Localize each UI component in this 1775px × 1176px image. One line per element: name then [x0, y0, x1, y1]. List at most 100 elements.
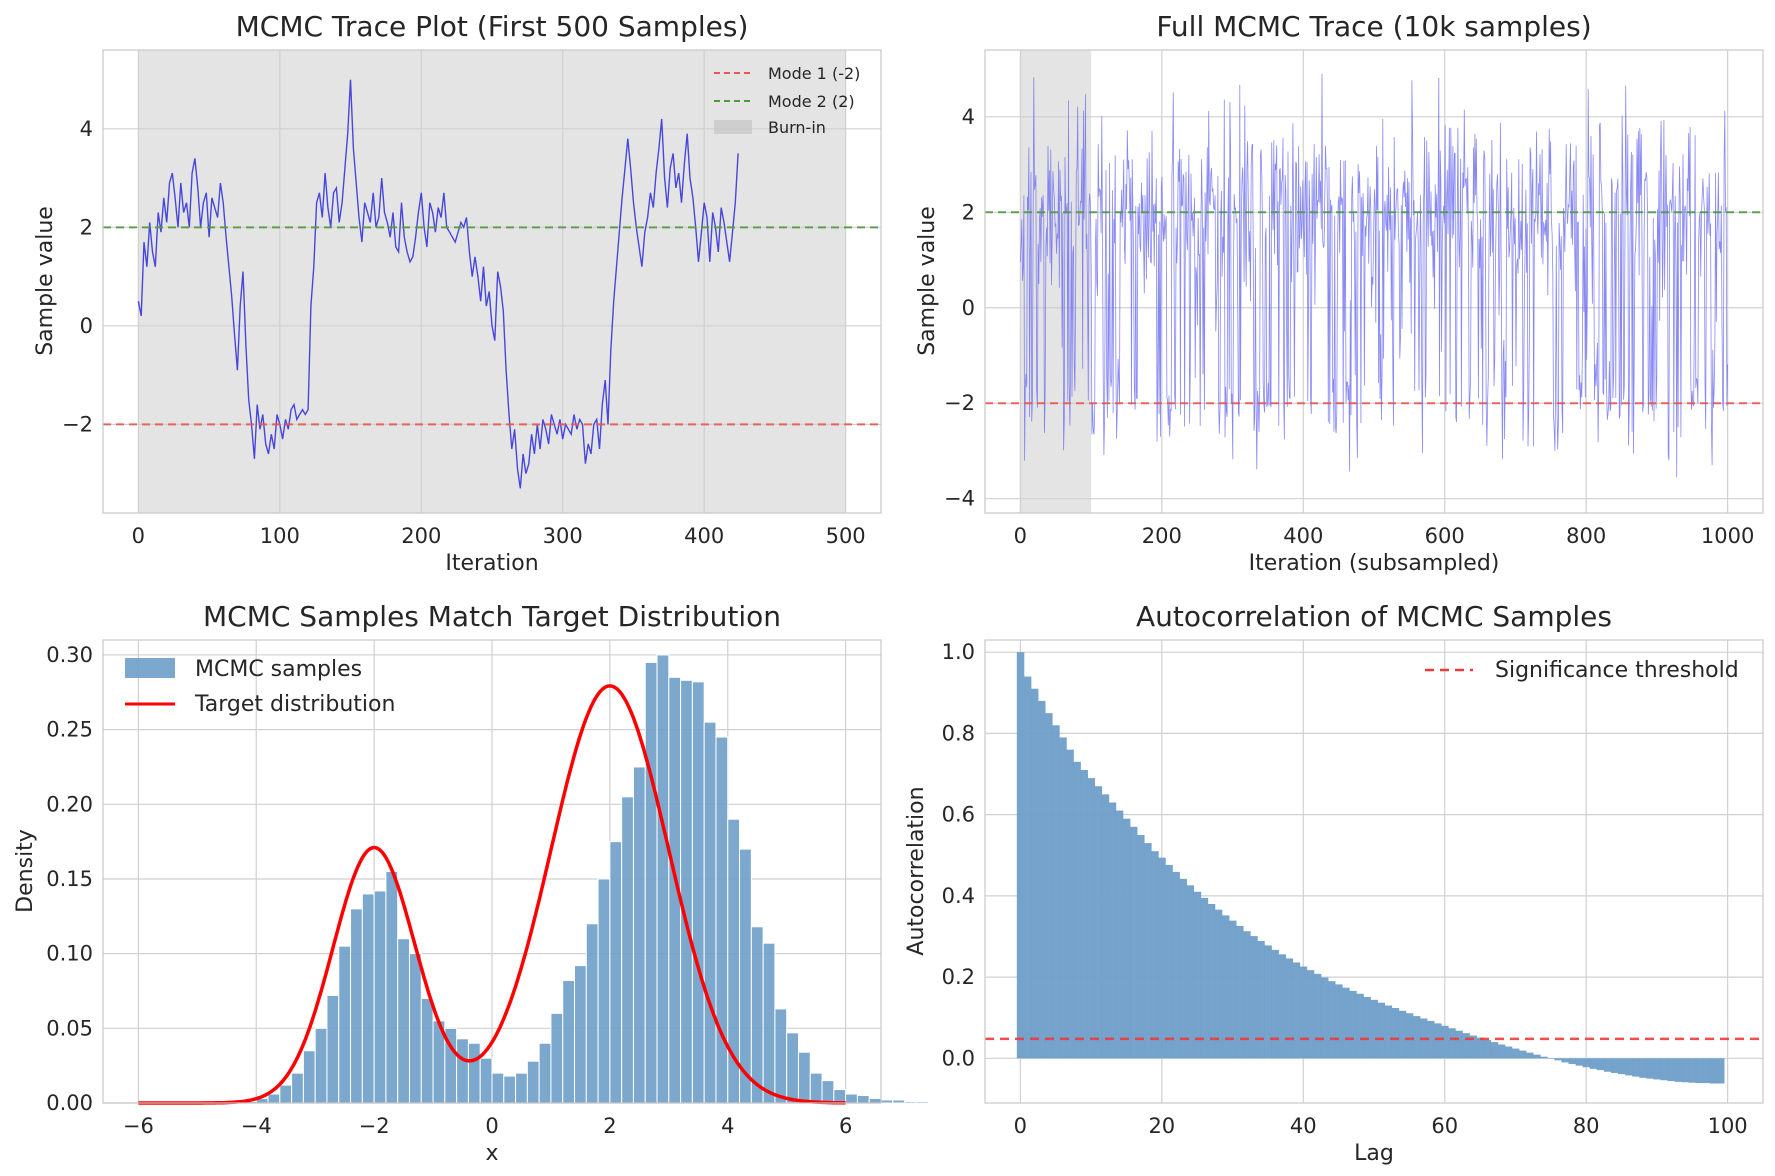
trace10k-x-tick-label: 400 — [1283, 524, 1323, 548]
autocorrelation-bar — [1483, 1040, 1492, 1059]
x-axis-label-trace-10k: Iteration (subsampled) — [1249, 551, 1500, 576]
trace500-x-tick-label: 300 — [543, 524, 583, 548]
autocorrelation-bar — [1618, 1058, 1626, 1075]
hist-x-tick-label: −2 — [359, 1114, 390, 1138]
autocorrelation-bar — [1214, 909, 1223, 1059]
hist-x-tick-label: 2 — [603, 1114, 616, 1138]
autocorrelation-bar — [1582, 1058, 1591, 1068]
histogram-bar — [621, 796, 634, 1104]
histogram-bar — [915, 1101, 929, 1104]
autocorrelation-bar — [1476, 1037, 1485, 1059]
histogram-bar — [385, 871, 399, 1104]
histogram-bar — [691, 681, 705, 1104]
autocorrelation-bar — [1229, 920, 1237, 1059]
trace10k-y-tick-label: −2 — [944, 391, 975, 415]
autocorrelation-bar — [1342, 987, 1350, 1059]
acf-y-tick-label: 0.6 — [942, 803, 975, 827]
histogram-bar — [562, 980, 576, 1104]
autocorrelation-bar — [1596, 1058, 1605, 1071]
histogram-bar — [361, 893, 375, 1104]
acf-x-tick-label: 0 — [1014, 1114, 1027, 1138]
trace10k-y-tick-label: 0 — [962, 296, 975, 320]
hist-x-tick-label: 0 — [485, 1114, 498, 1138]
autocorrelation-bar — [1455, 1030, 1463, 1059]
trace500-x-tick-label: 500 — [826, 524, 866, 548]
histogram-bar — [868, 1098, 882, 1104]
chart-title-trace-first-500: MCMC Trace Plot (First 500 Samples) — [236, 10, 749, 43]
trace10k-y-tick-label: −4 — [944, 487, 975, 511]
histogram-bar — [550, 1012, 564, 1104]
autocorrelation-bar — [1335, 984, 1343, 1059]
histogram-bar — [515, 1072, 528, 1104]
autocorrelation-bar — [1016, 652, 1025, 1059]
histogram-bar — [408, 953, 422, 1104]
panel-autocorrelation: 0 20 40 60 80 100 0.0 0.2 0.4 0.6 0.8 1.0 Autocorre… — [904, 600, 1764, 1166]
histogram-bar — [892, 1099, 906, 1104]
trace500-y-tick-label: 2 — [80, 215, 93, 239]
legend-histogram: MCMC samples Target distribution — [125, 657, 395, 717]
autocorrelation-bar — [1158, 857, 1166, 1059]
hist-y-tick-label: 0.25 — [46, 718, 93, 742]
acf-axes-frame — [984, 639, 1764, 1104]
acf-x-tick-label: 60 — [1431, 1114, 1458, 1138]
autocorrelation-bar — [1660, 1058, 1668, 1081]
autocorrelation-bar — [1554, 1058, 1562, 1061]
hist-y-tick-label: 0.00 — [46, 1091, 93, 1115]
legend-label-mode-1: Mode 1 (-2) — [768, 64, 860, 83]
acf-x-tick-label: 80 — [1573, 1114, 1600, 1138]
trace10k-x-tick-label: 1000 — [1701, 524, 1754, 548]
hist-y-tick-label: 0.10 — [46, 942, 93, 966]
histogram-bar — [314, 1027, 328, 1104]
chart-title-trace-10k: Full MCMC Trace (10k samples) — [1156, 10, 1591, 43]
trace-line-first-500 — [137, 79, 739, 489]
legend-label-significance-threshold: Significance threshold — [1495, 658, 1739, 683]
autocorrelation-bar — [1172, 871, 1180, 1059]
histogram-bar — [491, 1072, 505, 1104]
y-axis-label-trace-10k: Sample value — [915, 206, 940, 356]
autocorrelation-bar — [1087, 778, 1096, 1059]
autocorrelation-bar — [1285, 958, 1294, 1059]
autocorrelation-bar — [1610, 1058, 1619, 1073]
x-axis-label-histogram: x — [485, 1141, 498, 1166]
autocorrelation-bar — [1207, 903, 1216, 1059]
histogram-bar — [845, 1093, 858, 1104]
autocorrelation-bar — [1257, 940, 1265, 1059]
histogram-bar — [479, 1057, 493, 1104]
histogram-bar — [821, 1080, 835, 1104]
autocorrelation-bar — [1667, 1058, 1675, 1082]
trace10k-y-tick-label: 4 — [962, 105, 975, 129]
histogram-bar — [762, 942, 776, 1104]
trace500-x-tick-label: 0 — [132, 524, 145, 548]
burn-in-region — [138, 50, 846, 513]
autocorrelation-bar — [1165, 865, 1173, 1059]
acf-y-tick-label: 0.0 — [942, 1046, 975, 1070]
acf-y-tick-label: 1.0 — [942, 640, 975, 664]
trace-line-10k — [1020, 73, 1728, 478]
autocorrelation-bar — [1243, 931, 1251, 1059]
autocorrelation-bar — [1129, 826, 1138, 1059]
histogram-bar — [786, 1032, 799, 1104]
autocorrelation-bar — [1575, 1058, 1584, 1066]
histogram-bar — [267, 1093, 281, 1104]
trace10k-axes-frame — [984, 49, 1764, 514]
autocorrelation-bar — [1313, 973, 1322, 1059]
hist-y-tick-label: 0.05 — [46, 1016, 93, 1040]
autocorrelation-bar — [1568, 1058, 1576, 1065]
chart-title-histogram: MCMC Samples Match Target Distribution — [203, 600, 781, 633]
y-axis-label-trace-first-500: Sample value — [33, 206, 58, 356]
autocorrelation-bar — [1511, 1048, 1520, 1059]
autocorrelation-bar — [1363, 996, 1371, 1059]
trace10k-x-tick-label: 200 — [1142, 524, 1182, 548]
trace10k-y-tick-label: 2 — [962, 200, 975, 224]
trace500-y-tick-label: 4 — [80, 117, 93, 141]
autocorrelation-bar — [1469, 1035, 1477, 1059]
hist-x-tick-label: −4 — [241, 1114, 272, 1138]
autocorrelation-bar — [1278, 954, 1286, 1059]
plot-area-trace-first-500: 0 100 200 300 400 500 −2 0 2 4 — [62, 49, 882, 548]
histogram-bar — [597, 878, 611, 1104]
autocorrelation-bar — [1646, 1058, 1654, 1079]
panel-histogram: −6 −4 −2 0 2 4 6 0.00 0.05 0.10 0.15 0.20 0.25 0.30 M… — [13, 600, 929, 1166]
autocorrelation-bar — [1151, 851, 1159, 1059]
panel-trace-first-500: 0 100 200 300 400 500 −2 0 2 4 MCMC Trace Plot (F… — [33, 10, 882, 576]
